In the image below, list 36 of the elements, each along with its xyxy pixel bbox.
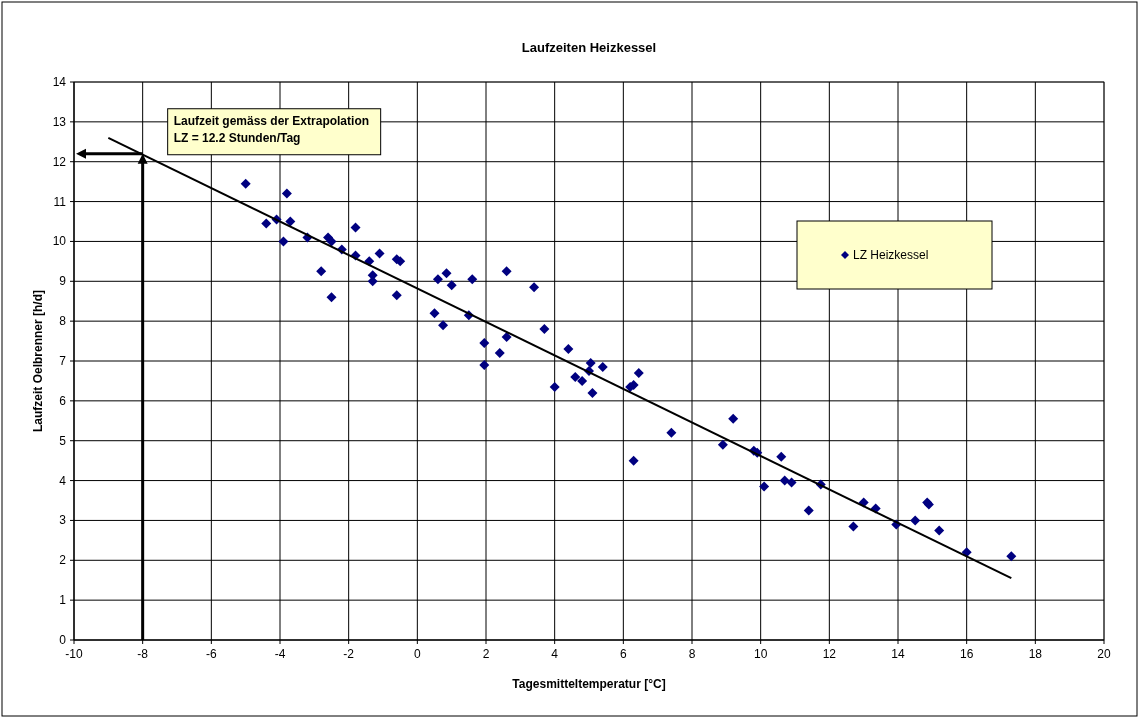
x-tick-label: 0	[413, 647, 421, 661]
y-tick-label: 3	[59, 513, 67, 528]
x-tick-label: 16	[959, 647, 974, 661]
x-tick-label: 20	[1097, 647, 1111, 661]
y-tick-label: 6	[59, 393, 67, 408]
y-tick-label: 1	[59, 593, 67, 608]
x-tick-label: 18	[1028, 647, 1043, 661]
legend-label: LZ Heizkessel	[853, 248, 929, 262]
x-tick-label: -8	[137, 647, 149, 661]
x-tick-label: -6	[206, 647, 217, 661]
annotation: Laufzeit gemäss der Extrapolation LZ = 12.2 Stunden/Tag	[173, 113, 370, 145]
y-tick-label: 14	[52, 75, 67, 89]
x-axis-title: Tagesmitteltemperatur [°C]	[512, 677, 666, 691]
x-tick-label: 8	[688, 647, 696, 661]
y-tick-label: 12	[52, 154, 67, 169]
y-tick-label: 9	[59, 274, 67, 289]
y-tick-label: 5	[59, 433, 67, 448]
y-tick-label: 13	[52, 114, 67, 129]
y-tick-label: 8	[59, 314, 67, 329]
x-tick-label: 6	[619, 647, 627, 661]
y-tick-label: 2	[59, 553, 67, 568]
x-tick-label: 14	[891, 647, 905, 661]
y-axis-title: Laufzeit Oelbrenner [h/d]	[31, 289, 45, 433]
x-tick-label: 10	[753, 647, 768, 661]
x-tick-label: -2	[343, 647, 355, 661]
x-tick-label: -4	[274, 647, 286, 661]
x-tick-label: 2	[482, 647, 490, 661]
x-tick-label: -10	[65, 647, 83, 661]
y-tick-label: 7	[59, 354, 67, 368]
x-tick-label: 4	[551, 647, 559, 661]
y-tick-label: 0	[59, 633, 67, 647]
chart-title: Laufzeiten Heizkessel	[521, 40, 657, 55]
y-tick-label: 11	[53, 194, 67, 209]
y-tick-label: 10	[52, 234, 67, 249]
x-tick-label: 12	[822, 647, 837, 661]
y-tick-label: 4	[59, 473, 67, 488]
